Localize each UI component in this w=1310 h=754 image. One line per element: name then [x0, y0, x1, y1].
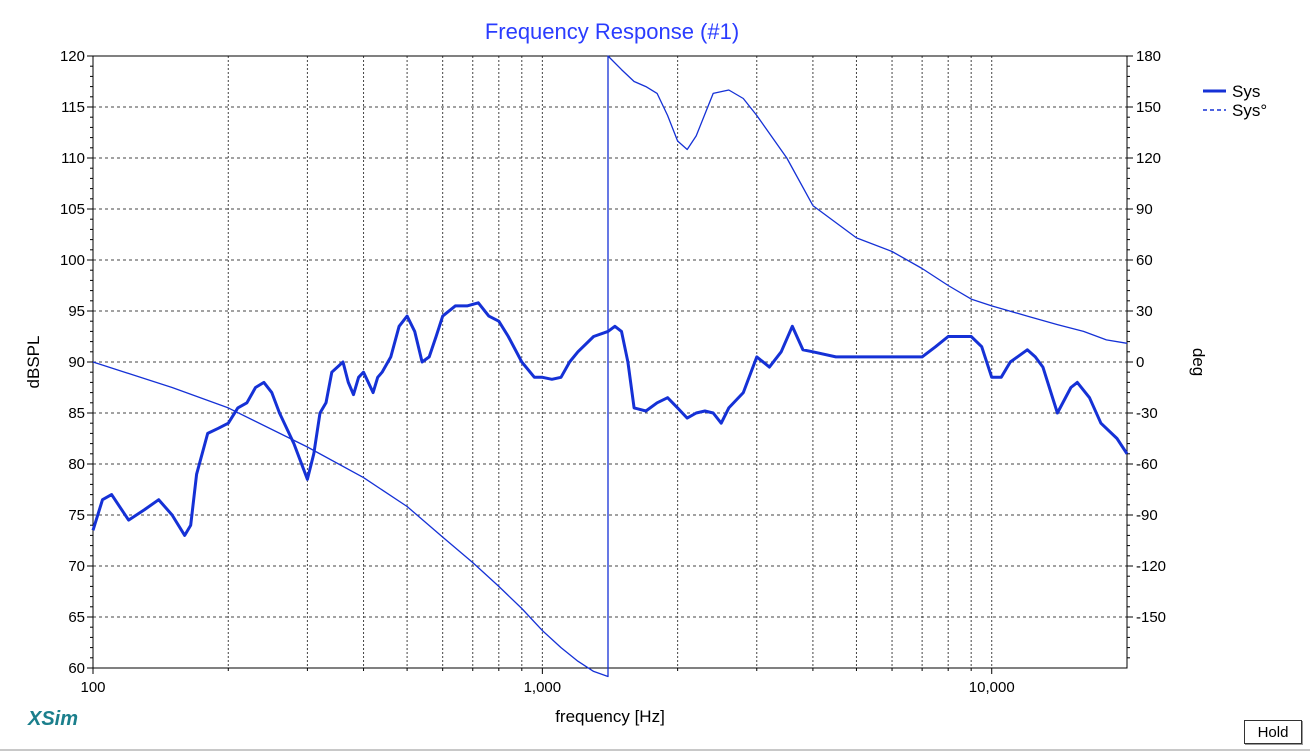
- y2-tick-label: 180: [1136, 48, 1161, 65]
- legend: Sys Sys°: [1203, 82, 1267, 120]
- y-tick-label: 65: [68, 609, 85, 626]
- y-tick-label: 85: [68, 405, 85, 422]
- grid: [93, 56, 1127, 668]
- y-tick-label: 100: [60, 252, 85, 269]
- y2-tick-label: -120: [1136, 558, 1166, 575]
- y2-tick-label: -30: [1136, 405, 1158, 422]
- y2-tick-label: -150: [1136, 609, 1166, 626]
- y-tick-label: 110: [61, 150, 85, 167]
- y-tick-label: 115: [61, 99, 85, 116]
- legend-label-sys: Sys: [1232, 82, 1260, 101]
- x-tick-label: 10,000: [969, 679, 1015, 696]
- chart-title: Frequency Response (#1): [485, 19, 739, 44]
- y2-tick-label: 120: [1136, 150, 1161, 167]
- axes: 60 65 70 75 80 85 90 95 100 105 110 115 120 180 150 120…: [60, 48, 1166, 696]
- x-axis-label: frequency [Hz]: [555, 707, 665, 726]
- y-tick-label: 120: [60, 48, 85, 65]
- y2-axis-label: deg: [1189, 348, 1208, 376]
- y-axis-label: dBSPL: [24, 336, 43, 389]
- y2-tick-label: -90: [1136, 507, 1158, 524]
- y2-tick-label: 150: [1136, 99, 1161, 116]
- y-tick-label: 80: [68, 456, 85, 473]
- y2-tick-label: 30: [1136, 303, 1153, 320]
- y2-tick-label: 0: [1136, 354, 1144, 371]
- series-line-sys-phase: [92, 55, 1128, 678]
- y-tick-label: 105: [60, 201, 85, 218]
- y-tick-label: 70: [68, 558, 85, 575]
- y-tick-label: 90: [68, 354, 85, 371]
- series-line-sys: [91, 301, 1129, 537]
- x-tick-label: 1,000: [524, 679, 562, 696]
- y-tick-label: 75: [68, 507, 85, 524]
- y-tick-label: 60: [68, 660, 85, 677]
- bottom-divider: [0, 749, 1310, 751]
- y2-tick-label: 90: [1136, 201, 1153, 218]
- y2-tick-label: -60: [1136, 456, 1158, 473]
- x-tick-label: 100: [80, 679, 105, 696]
- app-logo: XSim: [28, 708, 79, 730]
- y-tick-label: 95: [68, 303, 85, 320]
- hold-button[interactable]: Hold: [1244, 720, 1302, 744]
- y2-tick-label: 60: [1136, 252, 1153, 269]
- legend-label-sys-phase: Sys°: [1232, 101, 1267, 120]
- series-group: [91, 55, 1129, 678]
